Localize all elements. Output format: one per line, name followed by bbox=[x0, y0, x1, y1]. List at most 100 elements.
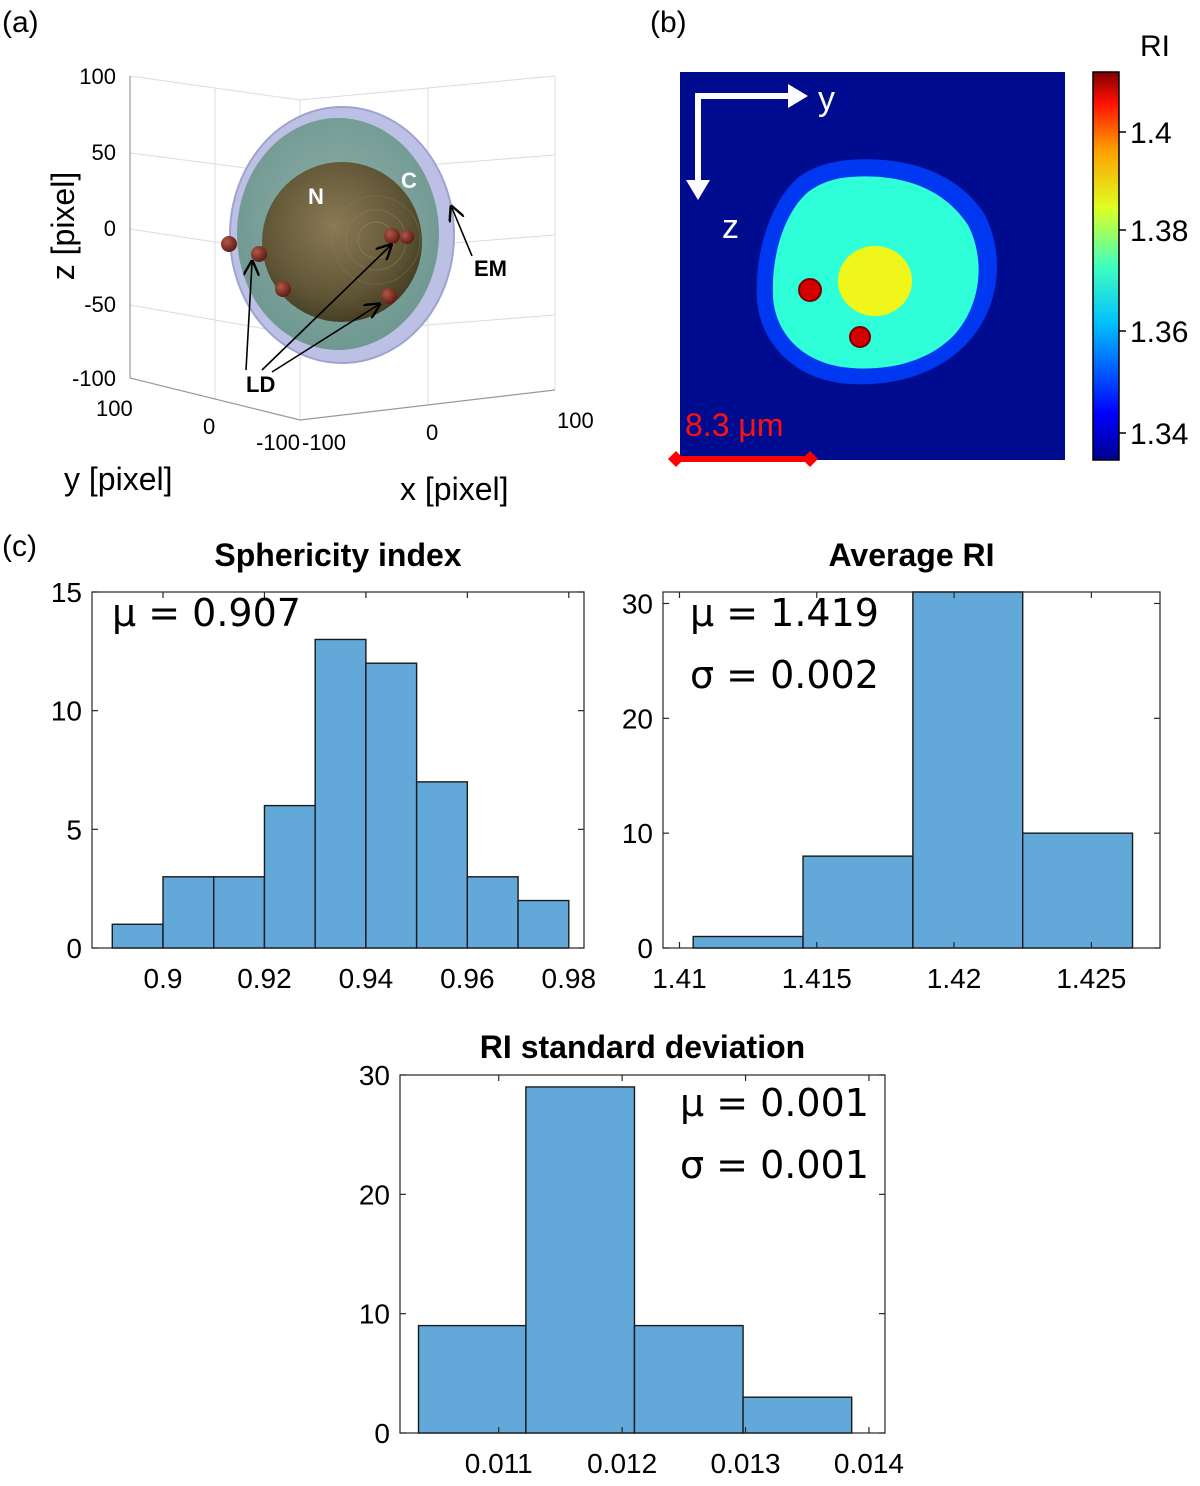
histogram-bar bbox=[742, 1396, 853, 1434]
histograms: 0 5 10 15 0.9 0.92 0.94 0.96 0.98 Sphericity inde… bbox=[51, 537, 1161, 1479]
x-tick: 0 bbox=[426, 420, 438, 445]
panel-b: (b) y z 8.3 μm RI 1.4 1.38 bbox=[650, 6, 1188, 467]
y-tick-label: 30 bbox=[359, 1060, 390, 1091]
lipid-droplet bbox=[381, 288, 397, 304]
scale-bar bbox=[668, 451, 818, 467]
x-tick-label: 1.415 bbox=[782, 963, 852, 994]
z-tick: 100 bbox=[79, 64, 116, 89]
x-tick-label: 0.011 bbox=[465, 1448, 533, 1479]
histogram-bar bbox=[912, 591, 1024, 949]
ri-map-lipid-droplet bbox=[798, 278, 822, 302]
stat-annotation: μ = 1.419 bbox=[690, 591, 879, 635]
cytoplasm-label: C bbox=[401, 168, 417, 193]
y-axis-label: y [pixel] bbox=[64, 461, 172, 497]
axis-y-direction-label: y bbox=[818, 80, 835, 118]
lipid-droplet bbox=[221, 236, 237, 252]
cell-3d-render bbox=[221, 106, 455, 364]
colorbar-tick: 1.36 bbox=[1130, 316, 1188, 349]
y-tick-label: 10 bbox=[359, 1299, 390, 1330]
z-tick: 0 bbox=[104, 216, 116, 241]
histogram-bar bbox=[263, 804, 316, 949]
y-tick-label: 15 bbox=[51, 577, 82, 608]
panel-a-label: (a) bbox=[2, 6, 39, 39]
histogram-3: 0 10 20 30 0.011 0.012 0.013 0.014 RI standard d… bbox=[359, 1029, 904, 1479]
ri-map-lipid-droplet bbox=[849, 326, 871, 348]
y-tick-label: 20 bbox=[622, 703, 653, 734]
stat-annotation: μ = 0.001 bbox=[680, 1081, 869, 1125]
y-tick: -100 bbox=[256, 430, 300, 455]
x-tick-label: 0.012 bbox=[587, 1448, 657, 1479]
histogram-bar bbox=[417, 1324, 527, 1434]
colorbar: RI 1.4 1.38 1.36 1.34 bbox=[1092, 30, 1188, 461]
scale-bar-label: 8.3 μm bbox=[685, 407, 783, 443]
stat-annotation: σ = 0.001 bbox=[680, 1143, 869, 1187]
x-tick-label: 0.9 bbox=[144, 963, 183, 994]
histogram-bar bbox=[415, 781, 469, 949]
colorbar-tick: 1.4 bbox=[1130, 117, 1172, 150]
lipid-droplet bbox=[275, 281, 291, 297]
3d-axes-floor bbox=[129, 76, 556, 421]
x-tick-label: 0.92 bbox=[237, 963, 292, 994]
colorbar-title: RI bbox=[1140, 30, 1170, 63]
annotation-arrows bbox=[246, 208, 473, 373]
histogram-title: Average RI bbox=[829, 537, 995, 573]
histogram-bar bbox=[111, 923, 164, 949]
y-tick: 0 bbox=[203, 414, 215, 439]
histogram-bar bbox=[802, 855, 914, 949]
histogram-bar bbox=[365, 662, 418, 949]
z-tick: 50 bbox=[92, 140, 116, 165]
nucleus-label: N bbox=[308, 184, 324, 209]
panel-c-label: (c) bbox=[2, 530, 37, 563]
histogram-bar bbox=[213, 876, 266, 949]
x-tick-label: 1.42 bbox=[927, 963, 982, 994]
panel-b-label: (b) bbox=[650, 6, 687, 39]
stat-annotation: μ = 0.907 bbox=[112, 591, 301, 635]
y-tick-label: 30 bbox=[622, 588, 653, 619]
histogram-bar bbox=[633, 1324, 744, 1434]
lipid-droplet bbox=[400, 230, 414, 244]
membrane-label: EM bbox=[474, 256, 507, 281]
lipid-droplet-label: LD bbox=[246, 372, 275, 397]
histogram-bar bbox=[525, 1086, 636, 1434]
histogram-bar bbox=[692, 935, 804, 949]
histogram-bar bbox=[314, 638, 367, 949]
panel-a: (a) 100 50 0 -50 -100 100 bbox=[2, 6, 594, 507]
x-tick-label: 0.014 bbox=[834, 1448, 904, 1479]
y-tick-label: 10 bbox=[51, 696, 82, 727]
x-tick-label: 1.425 bbox=[1056, 963, 1126, 994]
x-tick-label: 0.94 bbox=[339, 963, 394, 994]
histogram-bar bbox=[466, 876, 519, 949]
y-tick: 100 bbox=[96, 396, 133, 421]
orientation-arrows bbox=[686, 84, 808, 200]
colorbar-tick: 1.34 bbox=[1130, 418, 1188, 451]
nucleus bbox=[262, 162, 422, 322]
x-tick-label: 0.96 bbox=[440, 963, 495, 994]
x-tick-label: 0.98 bbox=[542, 963, 597, 994]
y-tick-label: 5 bbox=[66, 814, 82, 845]
x-axis-label: x [pixel] bbox=[400, 471, 508, 507]
y-tick-label: 20 bbox=[359, 1179, 390, 1210]
histogram-title: RI standard deviation bbox=[480, 1029, 805, 1065]
histogram-bar bbox=[517, 899, 570, 949]
z-axis-label: z [pixel] bbox=[45, 172, 81, 280]
x-tick-label: 1.41 bbox=[652, 963, 707, 994]
histogram-bar bbox=[1022, 832, 1134, 949]
colorbar-tick: 1.38 bbox=[1130, 215, 1188, 248]
ri-map-nucleus bbox=[838, 246, 912, 316]
y-tick-label: 0 bbox=[66, 933, 82, 964]
z-tick: -100 bbox=[72, 366, 116, 391]
y-tick-label: 0 bbox=[637, 933, 653, 964]
histogram-2: 0 10 20 30 1.41 1.415 1.42 1.425 Average RI μ = 1… bbox=[622, 537, 1161, 994]
z-tick: -50 bbox=[84, 292, 116, 317]
axis-z-direction-label: z bbox=[722, 208, 739, 246]
colorbar-gradient bbox=[1092, 71, 1120, 461]
histogram-title: Sphericity index bbox=[214, 537, 461, 573]
x-tick: 100 bbox=[557, 408, 594, 433]
lipid-droplet bbox=[384, 228, 400, 244]
stat-annotation: σ = 0.002 bbox=[690, 653, 879, 697]
x-tick-label: 0.013 bbox=[711, 1448, 781, 1479]
y-tick-label: 10 bbox=[622, 818, 653, 849]
x-tick: -100 bbox=[302, 430, 346, 455]
lipid-droplet bbox=[251, 246, 267, 262]
